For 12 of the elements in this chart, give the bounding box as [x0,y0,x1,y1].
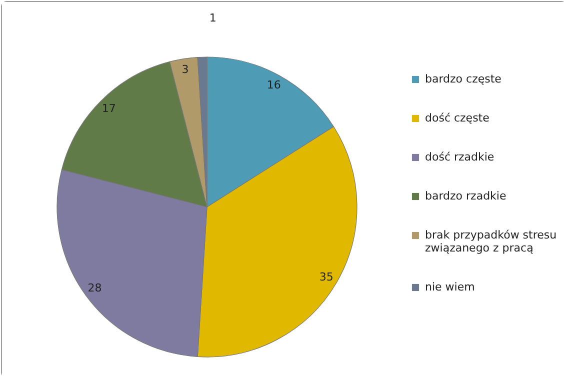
legend-label: bardzo rzadkie [425,190,506,202]
data-label: 28 [88,282,102,295]
data-label: 17 [102,102,116,115]
data-label: 3 [182,63,189,76]
legend-label: dość rzadkie [425,150,494,164]
legend-label: nie wiem [425,280,475,294]
legend-label: brak przypadków stresu związanego z pracą [425,228,557,254]
legend-label: dość częste [425,112,490,124]
data-label: 16 [266,78,281,92]
legend-label: bardzo częste [425,72,502,86]
data-label: 1 [209,12,216,25]
data-label: 35 [319,270,334,284]
